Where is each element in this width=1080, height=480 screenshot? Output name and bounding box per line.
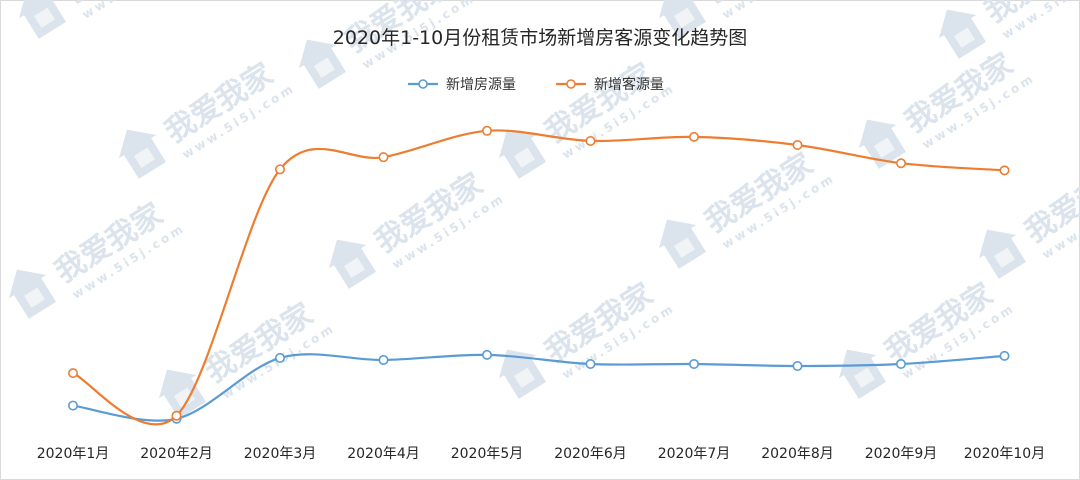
watermark-window-icon [513, 147, 535, 168]
data-point-0-7 [792, 361, 803, 372]
series-line-0 [72, 353, 1005, 422]
data-point-1-4 [481, 125, 492, 136]
data-point-0-8 [895, 359, 906, 370]
chart-title: 2020年1-10月份租赁市场新增房客源变化趋势图 [333, 27, 747, 49]
watermark-house-icon [328, 239, 377, 289]
data-point-1-0 [68, 368, 79, 379]
legend-label-1: 新增客源量 [594, 76, 664, 93]
data-point-1-9 [999, 165, 1010, 176]
data-point-1-1 [171, 410, 182, 421]
x-tick-label: 2020年2月 [140, 446, 213, 462]
watermark-house-icon [498, 349, 547, 399]
plot-area [68, 125, 1010, 426]
x-tick-label: 2020年1月 [37, 446, 110, 462]
watermark-url: www.5i5j.com [720, 0, 838, 22]
watermark-window-icon [993, 247, 1015, 268]
legend: 新增房源量 新增客源量 [408, 76, 664, 93]
watermark-house-icon [938, 9, 987, 59]
data-point-0-9 [999, 350, 1010, 361]
watermark-window-icon [23, 287, 45, 308]
x-tick-label: 2020年10月 [964, 446, 1045, 462]
data-point-0-5 [585, 359, 596, 370]
watermark-window-icon [133, 147, 155, 168]
watermark-house-icon [498, 129, 547, 179]
watermark-url: www.5i5j.com [80, 0, 198, 22]
watermark-house-icon [978, 229, 1027, 279]
x-tick-label: 2020年4月 [347, 446, 420, 462]
watermark-window-icon [343, 257, 365, 278]
watermark-window-icon [173, 387, 195, 408]
data-point-1-2 [274, 164, 285, 175]
watermark-window-icon [853, 367, 875, 388]
legend-label-0: 新增房源量 [446, 77, 516, 93]
watermark-window-icon [953, 27, 975, 48]
watermark-house-icon [838, 349, 887, 399]
data-point-0-6 [688, 359, 699, 370]
watermark-window-icon [513, 367, 535, 388]
x-tick-label: 2020年6月 [554, 446, 627, 462]
watermark-house-icon [118, 129, 167, 179]
watermark-window-icon [33, 7, 55, 28]
data-point-1-5 [585, 135, 596, 146]
watermark-window-icon [313, 57, 335, 78]
watermark-window-icon [673, 7, 695, 28]
legend-marker-1 [566, 79, 576, 89]
watermark-window-icon [873, 137, 895, 158]
data-point-0-2 [274, 352, 285, 363]
data-point-0-4 [481, 349, 492, 360]
watermark-window-icon [673, 237, 695, 258]
data-point-1-8 [895, 158, 906, 169]
x-axis-ticks: 2020年1月 2020年2月 2020年3月 2020年4月 2020年5月 2020年… [37, 446, 1046, 462]
data-point-0-3 [378, 354, 389, 365]
x-tick-label: 2020年5月 [451, 446, 524, 462]
x-tick-label: 2020年9月 [865, 446, 938, 462]
x-tick-label: 2020年3月 [244, 446, 317, 462]
x-tick-label: 2020年8月 [761, 446, 834, 462]
data-point-1-3 [378, 152, 389, 163]
series-line-1 [72, 129, 1005, 426]
data-point-1-6 [688, 131, 699, 142]
data-point-1-7 [792, 139, 803, 150]
watermark-house-icon [658, 219, 707, 269]
watermark-layer: 我爱我家www.5i5j.com我爱我家www.5i5j.com我爱我家www.… [8, 0, 1080, 419]
data-point-0-0 [68, 400, 79, 411]
x-tick-label: 2020年7月 [658, 446, 731, 462]
legend-marker-0 [418, 79, 428, 89]
watermark-house-icon [8, 269, 57, 319]
